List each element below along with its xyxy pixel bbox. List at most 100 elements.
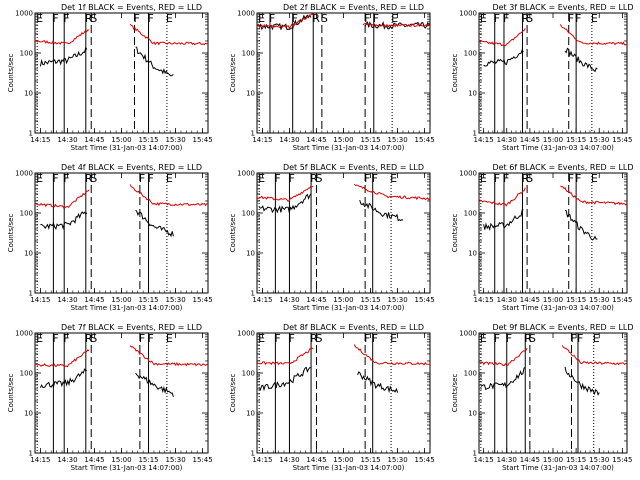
y-tick-label: 100 [464, 370, 477, 378]
marker-label: R [524, 332, 532, 345]
y-tick-label: 1000 [15, 10, 33, 18]
x-tick-label: 15:15 [360, 136, 380, 144]
panel-title: Det 8f BLACK = Events, RED = LLD [283, 323, 424, 332]
marker-label: F [575, 172, 581, 185]
x-tick-label: 14:30 [279, 456, 299, 464]
panel-title: Det 1f BLACK = Events, RED = LLD [61, 3, 202, 12]
marker-label: F [52, 12, 58, 25]
marker-label: S [90, 332, 97, 345]
x-tick-label: 14:30 [497, 296, 517, 304]
y-axis-label: Counts/sec [7, 374, 15, 413]
lld-series-post [362, 22, 431, 28]
chart-panel-6: Det 6f BLACK = Events, RED = LLD 1 10 100 10… [451, 163, 634, 312]
y-tick-label: 100 [20, 50, 33, 58]
marker-label: F [494, 332, 500, 345]
lld-series-post [353, 344, 431, 366]
x-tick-label: 14:30 [57, 456, 77, 464]
marker-label: E [391, 12, 398, 25]
marker-label: F [63, 332, 69, 345]
x-tick-label: 15:45 [612, 136, 632, 144]
x-tick-label: 14:15 [30, 456, 50, 464]
x-tick-label: 15:00 [111, 136, 131, 144]
y-tick-label: 1 [251, 290, 255, 298]
x-tick-label: 15:30 [387, 136, 407, 144]
marker-label: F [148, 332, 154, 345]
marker-label: E [166, 332, 173, 345]
y-tick-label: 100 [20, 370, 33, 378]
lld-series-post [560, 185, 628, 206]
events-series-pre [483, 48, 524, 67]
x-tick-label: 14:15 [474, 456, 494, 464]
x-axis-label: Start Time (31-Jan-03 14:07:00) [71, 144, 183, 152]
events-series-post [357, 371, 399, 394]
marker-label: F [372, 332, 378, 345]
lld-series-pre [256, 347, 314, 366]
marker-label: F [148, 172, 154, 185]
lld-series-post [559, 24, 628, 46]
marker-label: F [503, 12, 509, 25]
x-tick-label: 15:30 [589, 296, 609, 304]
plot-frame [478, 332, 628, 454]
x-tick-label: 14:30 [497, 456, 517, 464]
x-tick-label: 15:45 [193, 456, 213, 464]
y-tick-label: 100 [242, 370, 255, 378]
x-tick-label: 15:30 [165, 456, 185, 464]
x-tick-label: 15:00 [111, 296, 131, 304]
x-tick-label: 15:30 [589, 136, 609, 144]
y-tick-label: 1000 [459, 10, 477, 18]
x-tick-label: 15:45 [193, 296, 213, 304]
events-series-pre [483, 209, 524, 231]
marker-label: S [315, 332, 322, 345]
y-axis-label: Counts/sec [229, 374, 237, 413]
y-tick-label: 1 [29, 290, 33, 298]
panel-title: Det 7f BLACK = Events, RED = LLD [61, 323, 202, 332]
x-tick-label: 14:45 [520, 456, 540, 464]
y-tick-label: 100 [242, 210, 255, 218]
marker-label: E [480, 172, 487, 185]
marker-label: R [310, 172, 318, 185]
x-tick-label: 14:15 [30, 296, 50, 304]
events-series-post [359, 199, 404, 222]
x-tick-label: 15:30 [165, 136, 185, 144]
y-tick-label: 1000 [15, 170, 33, 178]
y-tick-label: 1000 [237, 170, 255, 178]
marker-label: E [258, 332, 265, 345]
marker-label: F [52, 172, 58, 185]
y-tick-label: 10 [246, 250, 255, 258]
marker-label: E [480, 332, 487, 345]
chart-panel-7: Det 7f BLACK = Events, RED = LLD 1 10 100 10… [7, 323, 213, 472]
marker-label: S [90, 172, 97, 185]
y-axis-label: Counts/sec [451, 54, 459, 93]
marker-label: E [258, 172, 265, 185]
x-tick-label: 15:30 [387, 456, 407, 464]
marker-label: F [274, 172, 280, 185]
events-series-pre [258, 366, 312, 392]
chart-panel-5: Det 5f BLACK = Events, RED = LLD 1 10 100 10… [229, 163, 435, 312]
marker-label: R [312, 12, 320, 25]
x-tick-label: 15:15 [566, 136, 586, 144]
y-tick-label: 1 [29, 450, 33, 458]
panel-title: Det 3f BLACK = Events, RED = LLD [492, 3, 633, 12]
events-series-post [564, 47, 598, 73]
lld-series-post [129, 345, 209, 367]
x-tick-label: 14:30 [497, 136, 517, 144]
panel-title: Det 2f BLACK = Events, RED = LLD [283, 3, 424, 12]
x-tick-label: 14:45 [84, 456, 104, 464]
marker-label: S [529, 332, 536, 345]
x-tick-label: 14:45 [306, 456, 326, 464]
lld-series-post [353, 183, 431, 201]
y-tick-label: 10 [24, 90, 33, 98]
events-series-pre [39, 368, 88, 389]
plot-frame [478, 172, 628, 294]
marker-label: F [274, 332, 280, 345]
x-axis-label: Start Time (31-Jan-03 14:07:00) [502, 304, 614, 312]
marker-label: F [577, 332, 583, 345]
y-tick-label: 1 [473, 290, 477, 298]
y-tick-label: 10 [24, 410, 33, 418]
x-tick-label: 15:30 [387, 296, 407, 304]
marker-label: R [85, 332, 93, 345]
y-tick-label: 10 [246, 90, 255, 98]
y-axis-label: Counts/sec [229, 54, 237, 93]
x-tick-label: 15:15 [138, 136, 158, 144]
